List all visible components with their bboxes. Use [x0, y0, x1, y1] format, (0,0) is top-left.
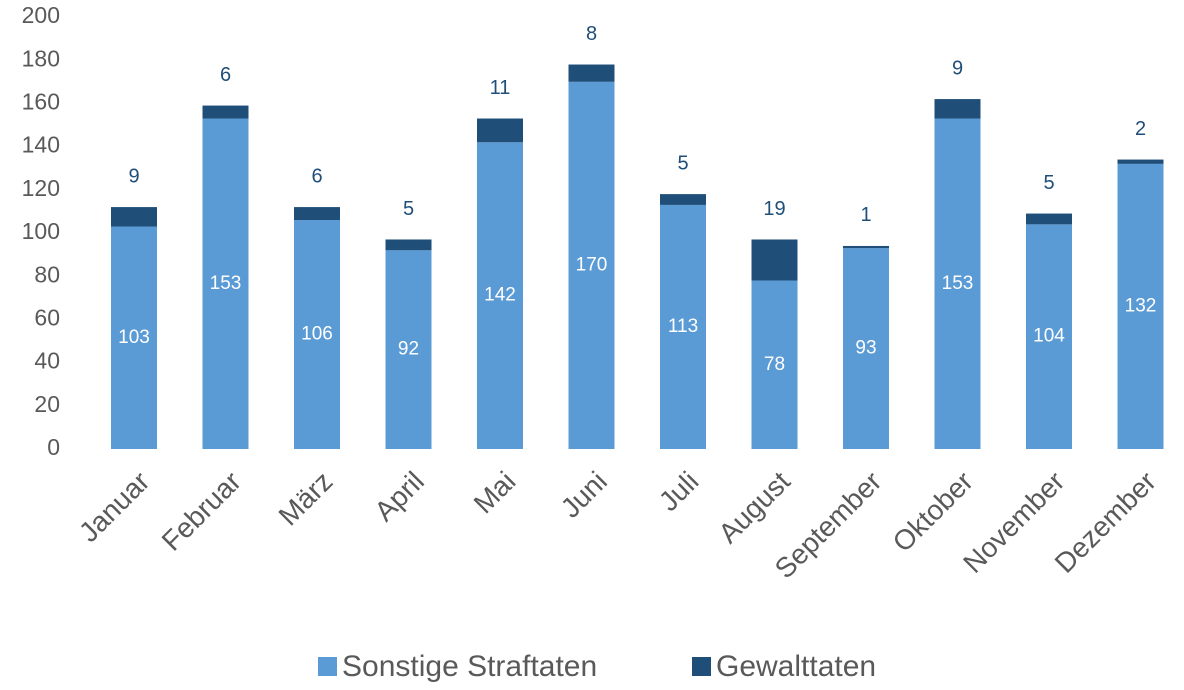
value-label: 113 [668, 316, 698, 337]
value-label: 93 [855, 338, 876, 359]
bar-segment [111, 226, 157, 449]
bar-segment [934, 118, 981, 450]
bar-segment [111, 207, 157, 227]
value-label: 78 [764, 354, 785, 375]
y-tick-label: 140 [22, 132, 60, 158]
bar-segment [843, 248, 889, 449]
value-label: 5 [677, 152, 688, 174]
x-tick-label: Mai [468, 466, 522, 520]
legend-swatch [692, 657, 711, 676]
value-label: 9 [952, 57, 963, 79]
bar-segment [385, 250, 432, 449]
y-tick-label: 180 [22, 45, 60, 71]
x-tick-label: Februar [156, 466, 247, 557]
value-label: 6 [220, 64, 231, 86]
bar-segment [934, 99, 981, 119]
value-label: 92 [398, 339, 419, 360]
bar-segment [385, 239, 432, 251]
legend-label: Sonstige Straftaten [342, 650, 597, 683]
y-tick-label: 200 [22, 2, 60, 28]
y-tick-label: 0 [47, 434, 60, 460]
value-label: 5 [1043, 172, 1054, 194]
y-tick-label: 40 [34, 348, 60, 374]
value-label: 170 [576, 254, 608, 275]
bar-segment [477, 142, 523, 449]
legend-swatch [318, 657, 337, 676]
x-tick-label: Juni [555, 466, 613, 524]
bar-segment [294, 220, 340, 449]
value-label: 103 [118, 327, 150, 348]
bar-segment [660, 204, 706, 449]
x-tick-label: Januar [73, 466, 155, 548]
y-tick-label: 120 [22, 175, 60, 201]
value-label: 8 [586, 23, 597, 45]
value-label: 142 [484, 285, 516, 306]
value-label: 153 [942, 273, 974, 294]
bar-segment [751, 280, 798, 449]
x-tick-label: Dezember [1049, 466, 1162, 579]
value-label: 153 [210, 273, 242, 294]
y-tick-label: 100 [22, 218, 60, 244]
value-label: 19 [763, 198, 785, 220]
value-label: 1 [860, 204, 871, 226]
x-tick-label: Oktober [887, 466, 979, 558]
bar-segment [843, 245, 889, 249]
bar-segment [294, 207, 340, 221]
x-tick-label: März [273, 466, 339, 532]
bar-segment [202, 118, 249, 450]
value-label: 104 [1033, 326, 1065, 347]
value-label: 5 [403, 198, 414, 220]
y-tick-label: 160 [22, 88, 60, 114]
bar-segment [568, 64, 615, 82]
value-label: 132 [1125, 295, 1157, 316]
x-tick-label: Juli [653, 466, 705, 518]
value-label: 106 [301, 324, 333, 345]
x-tick-label: April [368, 466, 430, 528]
bar-segment [202, 105, 249, 119]
legend-label: Gewalttaten [716, 650, 876, 683]
bar-segment [1026, 213, 1072, 225]
bar-segment [1117, 159, 1164, 164]
bar-segment [477, 118, 523, 143]
bar-segment [751, 239, 798, 281]
value-label: 2 [1135, 118, 1146, 140]
bar-segment [568, 81, 615, 450]
y-tick-label: 20 [34, 391, 60, 417]
bar-segment [1026, 224, 1072, 449]
value-label: 9 [128, 165, 139, 187]
y-tick-label: 80 [34, 261, 60, 287]
y-tick-label: 60 [34, 304, 60, 330]
bar-segment [1117, 163, 1164, 449]
bar-segment [660, 194, 706, 205]
value-label: 6 [311, 165, 322, 187]
x-tick-label: August [712, 465, 796, 549]
value-label: 11 [490, 77, 511, 99]
